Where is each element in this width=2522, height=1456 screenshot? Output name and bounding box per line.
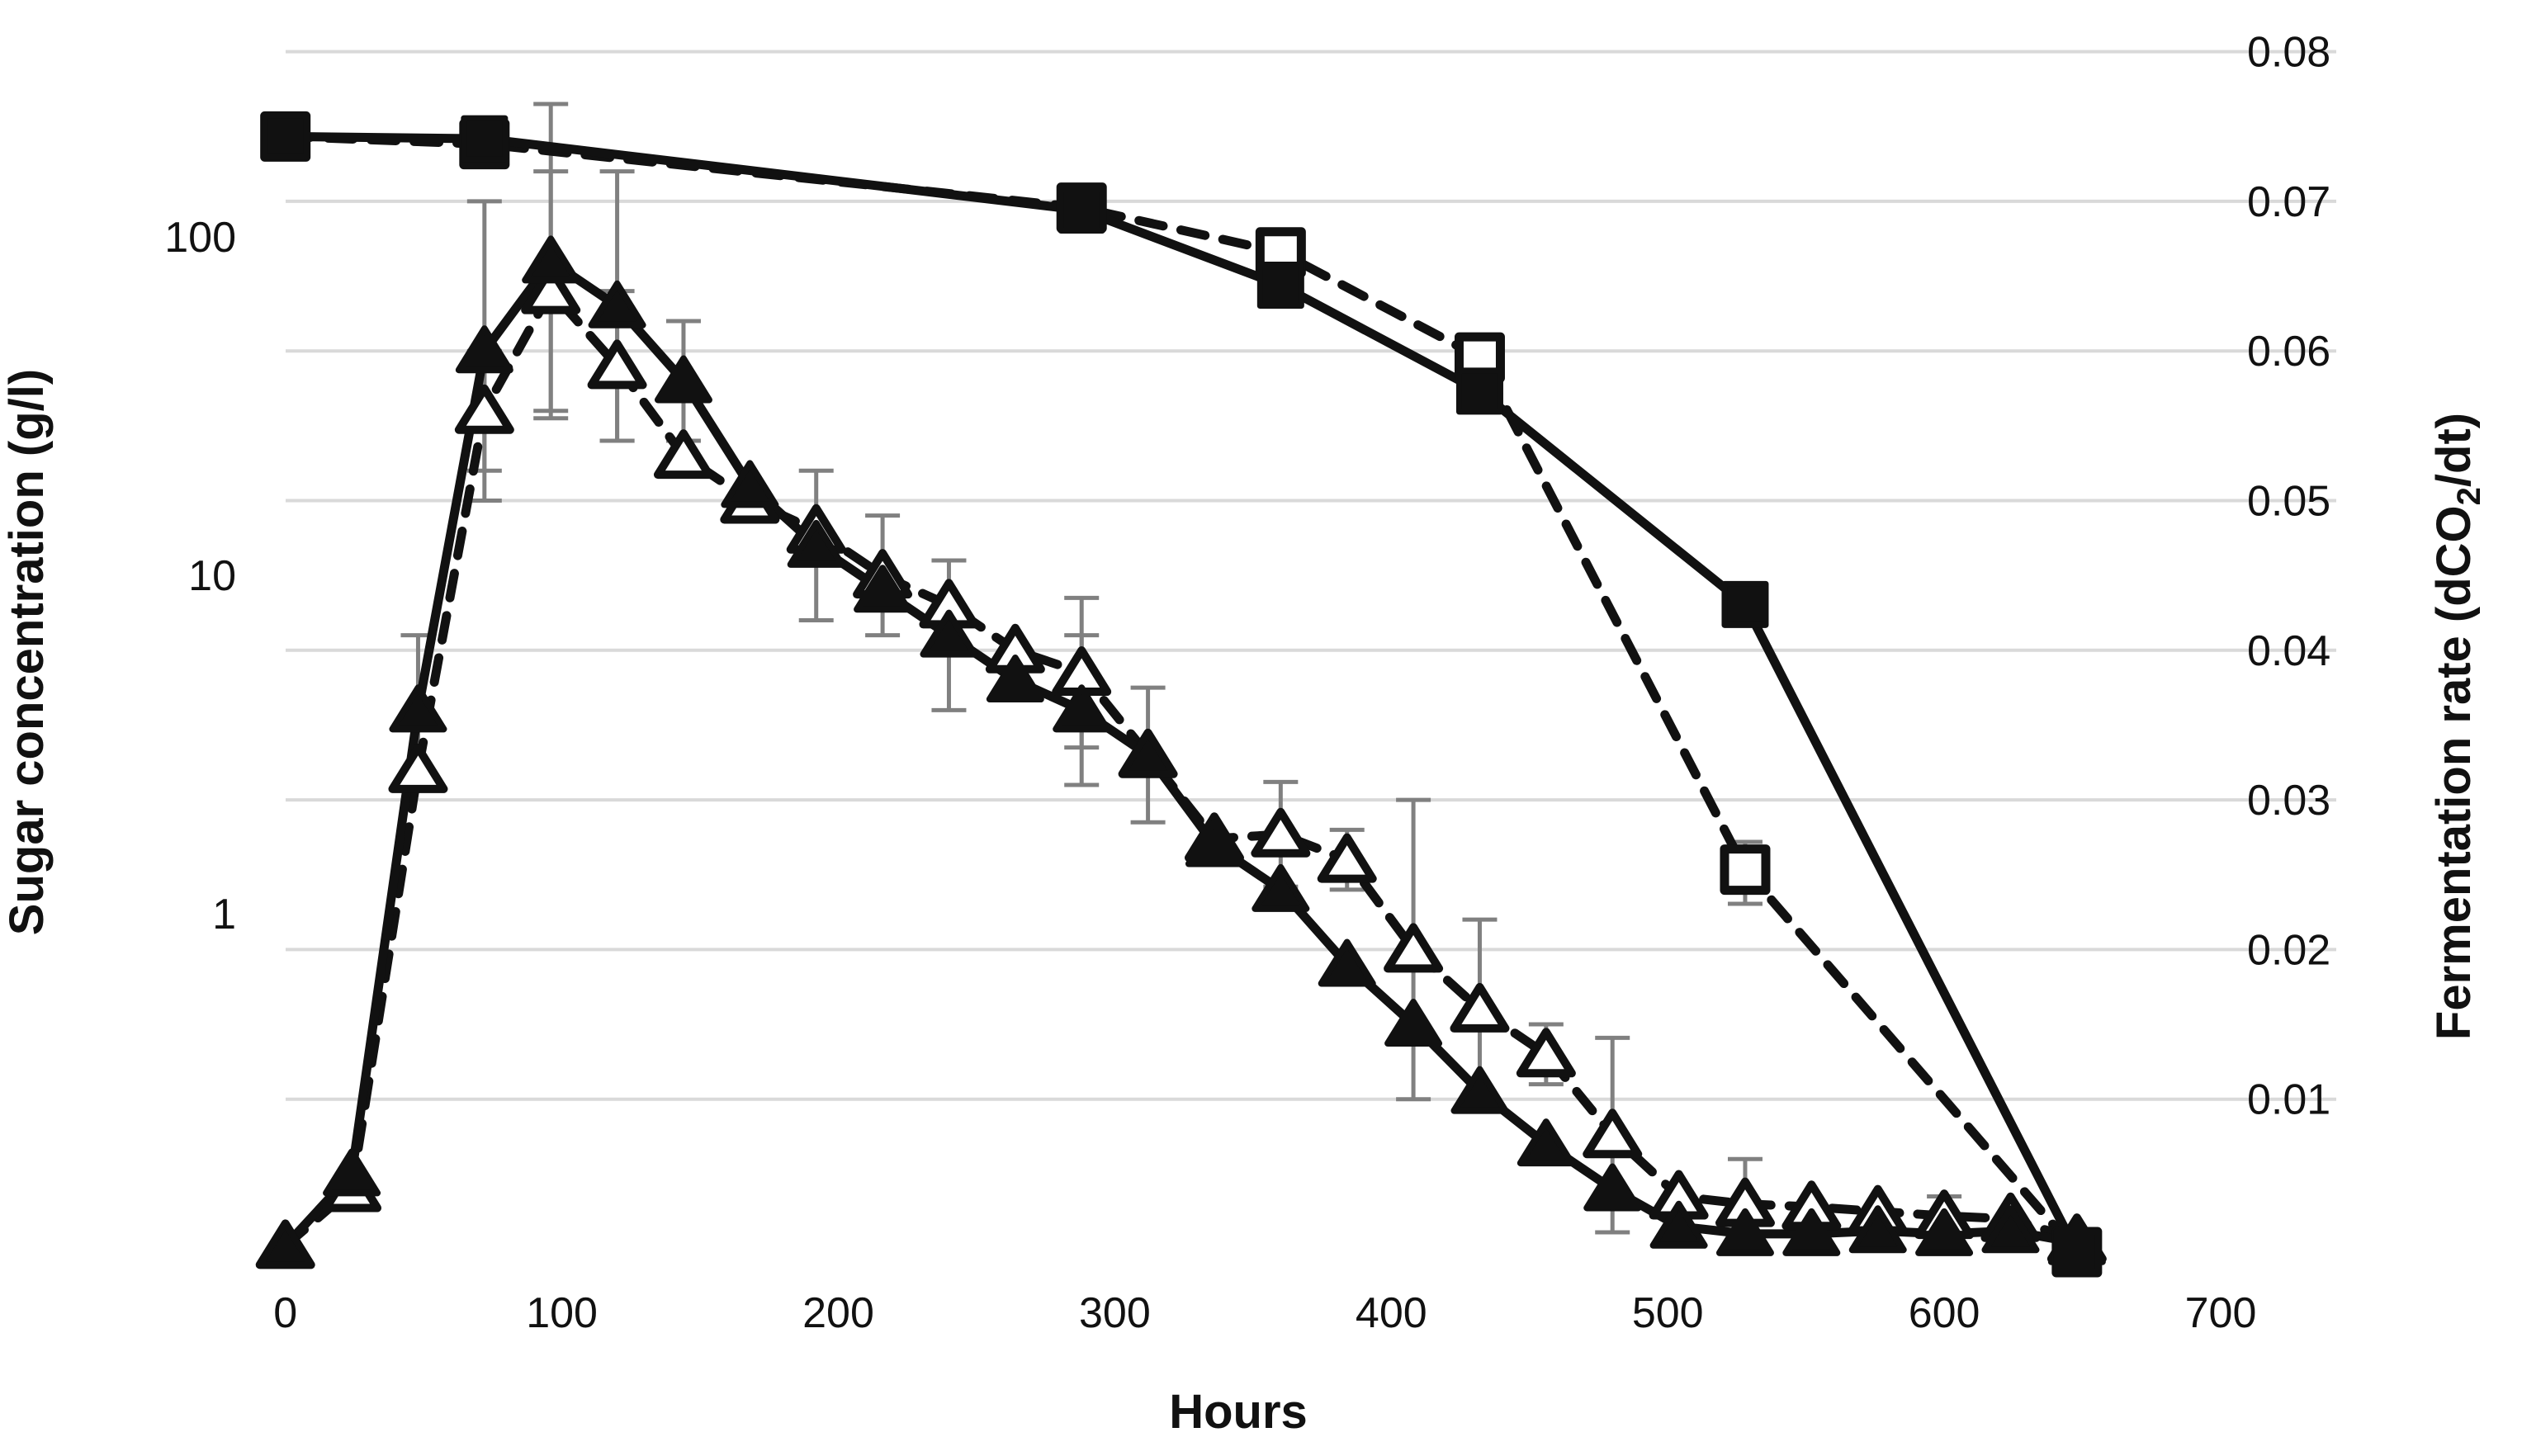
filled-triangle-marker (1185, 819, 1243, 867)
filled-triangle-marker (1715, 1208, 1774, 1256)
filled-triangle-marker (588, 280, 646, 329)
filled-square-marker (1721, 580, 1769, 628)
gridlines-layer (286, 50, 2336, 1101)
x-axis-tick-label: 100 (526, 1289, 598, 1337)
left-axis-tick-label: 1 (212, 891, 236, 938)
error-bars-layer (400, 102, 1962, 1251)
filled-triangle-marker (1782, 1208, 1841, 1256)
open-triangle-marker (1384, 923, 1444, 973)
filled-triangle-marker (323, 1148, 381, 1197)
series-line-rate-filled-triangles (281, 256, 2082, 1250)
right-axis-tick-label: 0.02 (2247, 926, 2330, 974)
filled-triangle-marker (1384, 999, 1443, 1047)
open-triangle-marker (587, 339, 647, 390)
right-axis-title-main: Fermentation rate (dCO (2427, 505, 2481, 1040)
right-axis-tick-label: 0.08 (2247, 29, 2330, 77)
x-axis-title: Hours (1169, 1385, 1308, 1439)
x-axis-tick-label: 400 (1356, 1289, 1427, 1337)
filled-triangle-marker (1981, 1205, 2040, 1254)
right-axis-tick-label: 0.06 (2247, 328, 2330, 376)
filled-square-marker (1256, 261, 1304, 309)
filled-triangle-marker (1517, 1118, 1575, 1167)
right-axis-tick-label: 0.03 (2247, 777, 2330, 825)
filled-triangle-marker (389, 684, 447, 733)
filled-triangle-marker (256, 1220, 315, 1269)
filled-triangle-marker (721, 460, 779, 508)
x-axis-tick-label: 200 (802, 1289, 874, 1337)
open-triangle-marker (653, 429, 713, 480)
open-triangle-marker (1516, 1028, 1576, 1078)
x-axis-tick-label: 700 (2185, 1289, 2257, 1337)
filled-triangle-marker (1119, 729, 1177, 778)
open-triangle-marker (454, 384, 514, 434)
filled-triangle-marker (1318, 938, 1376, 987)
x-axis-tick-label: 600 (1909, 1289, 1980, 1337)
filled-triangle-marker (654, 355, 712, 404)
right-axis-title: Fermentation rate (dCO2/dt) (2427, 413, 2487, 1040)
filled-triangle-marker (1053, 684, 1111, 733)
series-line-rate-open-triangles (281, 286, 2082, 1250)
filled-triangle-marker (1450, 1066, 1509, 1114)
filled-square-marker (461, 115, 509, 163)
left-axis-tick-label: 100 (164, 214, 236, 262)
open-triangle-marker (1450, 982, 1510, 1033)
left-axis-title: Sugar concentration (g/l) (0, 369, 54, 935)
filled-triangle-marker (920, 609, 978, 658)
filled-triangle-marker (1583, 1163, 1642, 1212)
right-axis-title-subscript: 2 (2451, 487, 2487, 505)
open-triangle-marker (1317, 833, 1377, 883)
right-axis-tick-label: 0.04 (2247, 627, 2330, 675)
series-markers-rate-filled-triangles (256, 235, 2106, 1269)
x-axis-tick-label: 0 (273, 1289, 297, 1337)
filled-square-marker (262, 112, 310, 160)
filled-triangle-marker (986, 655, 1044, 703)
filled-triangle-marker (1252, 863, 1310, 912)
filled-triangle-marker (787, 519, 845, 568)
tick-labels-layer: 100 10 1 0.08 0.07 0.06 0.05 0.04 0.03 0.02 0.01 0 1… (164, 29, 2330, 1337)
right-axis-tick-label: 0.05 (2247, 478, 2330, 526)
right-axis-title-end: /dt) (2427, 413, 2481, 487)
series-markers-sugar-filled-squares (262, 112, 2101, 1276)
open-triangle-marker (388, 743, 448, 793)
filled-square-marker (1058, 187, 1105, 234)
filled-triangle-marker (455, 325, 513, 374)
filled-triangle-marker (854, 565, 912, 613)
right-axis-tick-label: 0.07 (2247, 178, 2330, 226)
filled-triangle-marker (1915, 1208, 1974, 1256)
open-triangle-marker (1251, 807, 1311, 858)
left-axis-tick-label: 10 (188, 552, 236, 600)
filled-triangle-marker (522, 235, 580, 284)
filled-square-marker (1455, 367, 1503, 415)
open-triangle-marker (521, 264, 581, 314)
x-axis-tick-label: 500 (1632, 1289, 1704, 1337)
filled-triangle-marker (1848, 1205, 1907, 1254)
x-axis-tick-label: 300 (1079, 1289, 1151, 1337)
series-markers-layer (255, 111, 2107, 1278)
open-triangle-marker (1583, 1109, 1643, 1159)
filled-triangle-marker (1649, 1200, 1708, 1249)
open-square-marker (1720, 844, 1771, 896)
right-axis-tick-label: 0.01 (2247, 1076, 2330, 1124)
filled-square-marker (2053, 1228, 2101, 1276)
